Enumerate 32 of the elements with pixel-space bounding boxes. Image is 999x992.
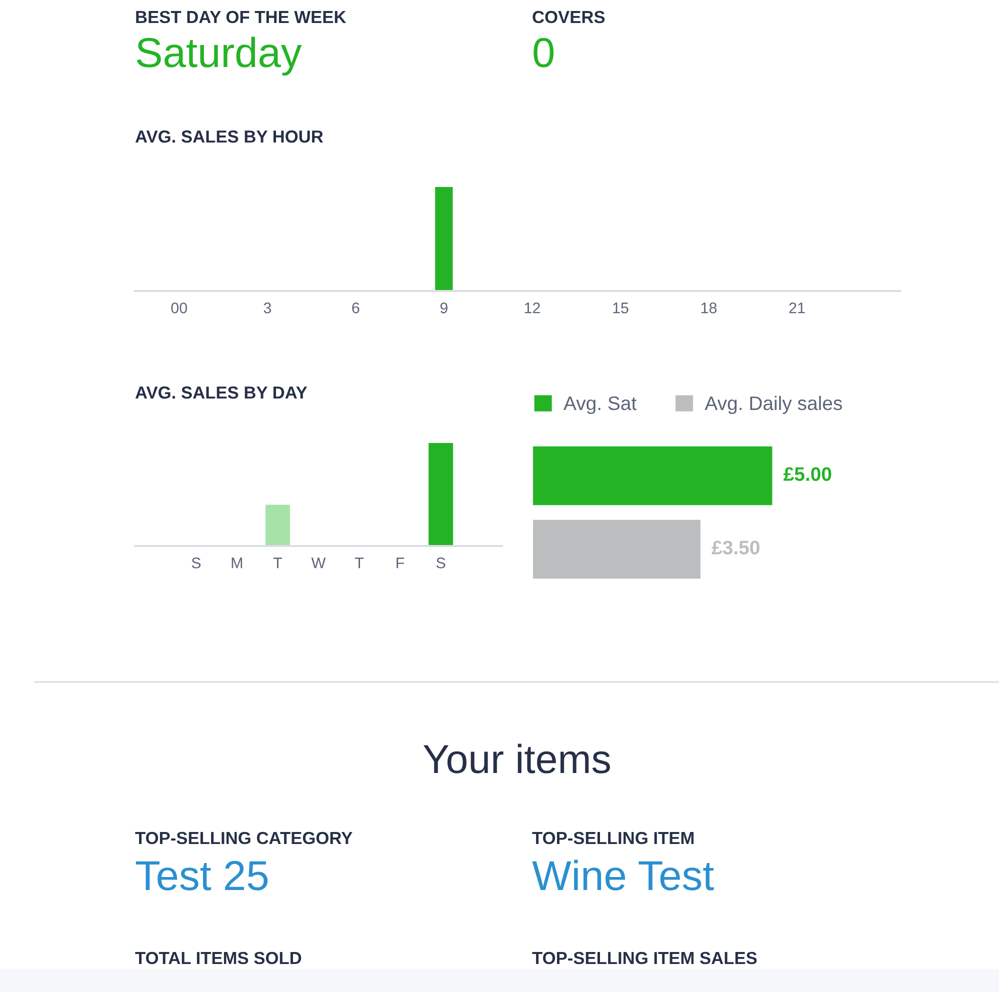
x-tick-label: T: [273, 558, 282, 568]
x-tick-label: 12: [524, 302, 540, 314]
legend-label: Avg. Sat: [564, 396, 636, 414]
x-tick-label: 00: [171, 302, 188, 314]
x-tick-label: 9: [440, 302, 448, 314]
category-label: TOP-SELLING ITEM SALES: [532, 952, 757, 964]
text: Saturday: [136, 36, 302, 76]
text: Your items: [423, 744, 610, 774]
legend-label: Avg. Daily sales: [704, 396, 842, 414]
category-label: TOP-SELLING ITEM: [532, 832, 694, 844]
x-tick-label: 18: [701, 302, 717, 314]
x-tick-label: T: [354, 558, 364, 568]
chart-title: AVG. SALES BY DAY: [135, 386, 308, 399]
x-tick-label: S: [192, 558, 201, 568]
text: 0: [534, 38, 554, 68]
x-tick-label: 3: [264, 302, 271, 314]
x-tick-label: S: [436, 558, 446, 568]
data-label: £5.00: [784, 467, 832, 481]
category-label: COVERS: [532, 10, 605, 24]
x-tick-label: 15: [613, 302, 628, 314]
x-tick-label: M: [232, 558, 242, 568]
category-label: BEST DAY OF THE WEEK: [136, 10, 346, 24]
x-tick-label: 6: [352, 302, 360, 314]
text: Wine Test: [532, 860, 714, 890]
x-tick-label: F: [396, 558, 404, 568]
chart-title: AVG. SALES BY HOUR: [135, 130, 324, 143]
x-tick-label: 21: [789, 302, 805, 314]
category-label: TOTAL ITEMS SOLD: [135, 952, 302, 964]
category-label: TOP-SELLING CATEGORY: [135, 832, 352, 844]
x-tick-label: W: [311, 558, 326, 568]
data-label: £3.50: [712, 540, 760, 554]
text: Test 25: [136, 860, 268, 890]
